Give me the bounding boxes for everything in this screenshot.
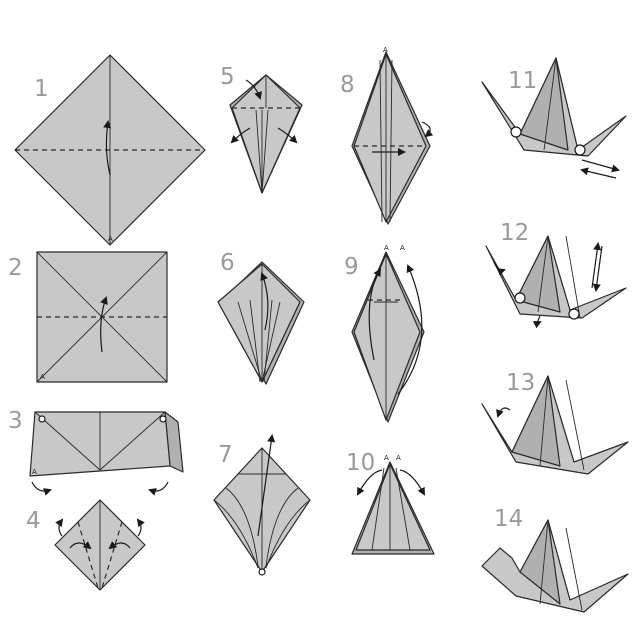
pull-arrow bbox=[581, 159, 620, 173]
step-1: 1 A bbox=[14, 54, 206, 246]
fold-arrow bbox=[257, 434, 276, 537]
corner-mark: A bbox=[400, 244, 405, 252]
fold-arrow bbox=[100, 296, 108, 353]
fold-arrow bbox=[108, 541, 131, 550]
step-5: 5 bbox=[220, 64, 303, 194]
step-4: 4 bbox=[26, 499, 146, 591]
marker-dot bbox=[514, 292, 526, 304]
step-13: 13 bbox=[481, 370, 629, 475]
triangle-shape bbox=[355, 463, 431, 551]
step-6: 6 bbox=[217, 250, 305, 385]
marker-dot bbox=[574, 144, 586, 156]
step-14: 14 bbox=[481, 506, 629, 613]
corner-mark: A bbox=[383, 46, 388, 54]
step-number: 4 bbox=[26, 508, 41, 534]
corner-mark: A bbox=[108, 235, 113, 243]
step-2: 2 A bbox=[8, 251, 168, 383]
fold-line bbox=[101, 521, 123, 589]
corner-mark: A bbox=[396, 454, 401, 462]
fold-arrow bbox=[69, 541, 92, 550]
step-10: 10 A A bbox=[346, 450, 435, 555]
pull-arrow bbox=[591, 242, 602, 289]
step-12: 12 bbox=[485, 220, 627, 329]
corner-mark: A bbox=[40, 373, 45, 381]
fold-arrow bbox=[368, 268, 382, 361]
step-number: 10 bbox=[346, 450, 375, 476]
step-number: 9 bbox=[344, 254, 359, 280]
fold-arrow bbox=[496, 407, 511, 418]
step-number: 13 bbox=[506, 370, 535, 396]
step-number: 14 bbox=[494, 506, 523, 532]
step-number: 6 bbox=[220, 250, 235, 276]
corner-mark: A bbox=[384, 454, 389, 462]
fold-arrow bbox=[245, 79, 262, 100]
fold-arrow bbox=[260, 272, 269, 331]
fold-arrow-left bbox=[31, 481, 52, 496]
step-7: 7 bbox=[213, 434, 311, 576]
marker-dot bbox=[258, 568, 266, 576]
diamond-shape bbox=[217, 263, 301, 383]
step-number: 11 bbox=[508, 68, 537, 94]
fold-line bbox=[77, 521, 99, 589]
step-8: 8 A bbox=[340, 46, 434, 225]
marker-dot bbox=[510, 126, 522, 138]
step-9: 9 A A bbox=[344, 244, 425, 423]
step-3: 3 A bbox=[8, 408, 184, 496]
marker-dot bbox=[159, 415, 167, 423]
step-11: 11 bbox=[481, 57, 627, 179]
long-diamond bbox=[353, 253, 421, 421]
corner-mark: A bbox=[32, 468, 37, 476]
corner-mark: A bbox=[384, 244, 389, 252]
step-number: 7 bbox=[218, 442, 233, 468]
step-number: 8 bbox=[340, 72, 355, 98]
fold-arrow-right bbox=[148, 481, 169, 496]
fold-arrow bbox=[357, 469, 383, 496]
step-number: 12 bbox=[500, 220, 529, 246]
step-number: 2 bbox=[8, 255, 23, 281]
step-number: 3 bbox=[8, 408, 23, 434]
marker-dot bbox=[568, 308, 580, 320]
marker-dot bbox=[38, 415, 46, 423]
step-number: 5 bbox=[220, 64, 235, 90]
fold-arrow bbox=[103, 120, 112, 176]
step-number: 1 bbox=[34, 76, 49, 102]
